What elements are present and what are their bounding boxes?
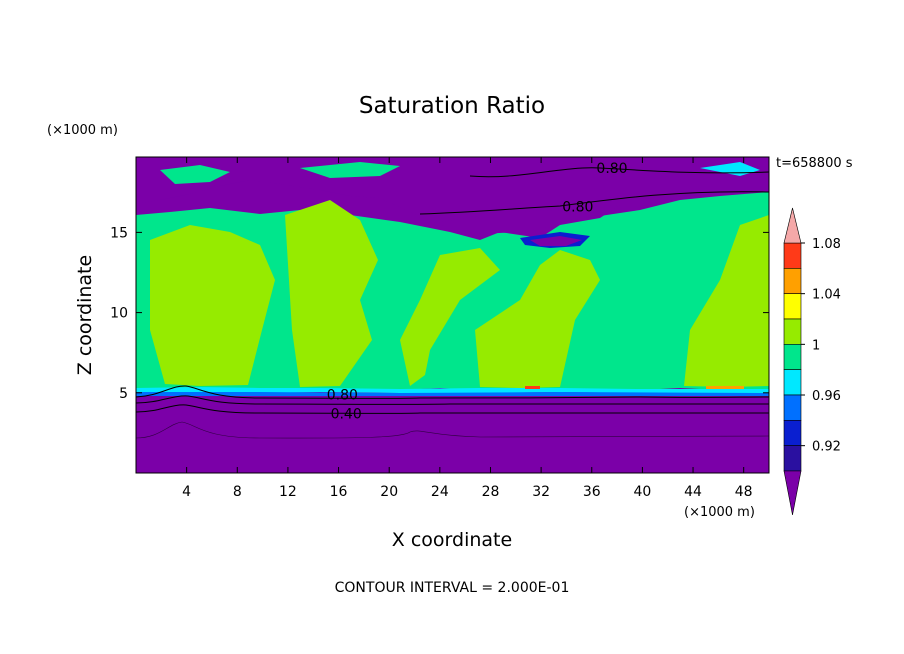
moist-patch-2	[300, 162, 400, 178]
contour-line-0-60	[136, 395, 769, 405]
contour-interval-footer: CONTOUR INTERVAL = 2.000E-01	[335, 580, 570, 596]
supersat-region-3	[400, 248, 500, 386]
y-tick-label: 5	[119, 386, 128, 402]
contour-plot: 0.80 0.80 0.80 0.40	[136, 157, 769, 473]
supersat-region-4	[475, 250, 600, 388]
supersat-region-1	[150, 225, 275, 386]
colorbar-tick-label: 1	[812, 338, 820, 353]
x-axis: 4 8 12 16 20 24 28 32 36 40 44 48	[182, 157, 753, 500]
colorbar-tick-label: 1.04	[812, 288, 841, 303]
x-tick-label: 28	[482, 484, 500, 500]
colorbar-extend-max	[783, 207, 802, 244]
colorbar-band	[783, 344, 802, 370]
x-tick-label: 40	[633, 484, 651, 500]
time-label: t=658800 s	[776, 156, 853, 171]
contour-line-0-20	[136, 421, 769, 439]
y-axis: 5 10 15	[110, 225, 769, 402]
colorbar-band	[783, 394, 802, 421]
x-tick-label: 16	[330, 484, 348, 500]
colorbar-extend-min	[783, 470, 802, 516]
y-unit-label: (×1000 m)	[47, 123, 118, 138]
contour-labels: 0.80 0.80 0.80 0.40	[327, 161, 628, 422]
y-tick-label: 15	[110, 225, 128, 241]
colorbar: 0.92 0.96 1 1.04 1.08	[783, 207, 841, 516]
upper-dry-layer-1	[136, 157, 769, 230]
contour-label: 0.80	[562, 200, 593, 216]
x-tick-label: 48	[735, 484, 753, 500]
band-blue	[136, 392, 769, 396]
contour-label: 0.80	[327, 387, 358, 403]
x-tick-label: 4	[182, 484, 191, 500]
warm-spot-1	[525, 386, 540, 389]
x-axis-label: X coordinate	[392, 529, 512, 551]
contour-line-0-80-lower	[136, 385, 769, 399]
colorbar-band	[783, 293, 802, 320]
contour-line-0-80-upper	[469, 167, 769, 178]
x-tick-label: 44	[684, 484, 702, 500]
x-tick-label: 36	[583, 484, 601, 500]
x-tick-label: 12	[279, 484, 297, 500]
contour-label: 0.40	[331, 407, 362, 423]
moist-patch-1	[160, 165, 230, 184]
supersat-region-5	[684, 215, 769, 387]
colorbar-band	[783, 318, 802, 345]
colorbar-band	[783, 445, 802, 472]
y-tick-label: 10	[110, 306, 128, 322]
warm-spot-2	[706, 386, 744, 389]
colorbar-tick-label: 0.92	[812, 440, 841, 455]
chart-title: Saturation Ratio	[359, 93, 545, 119]
colorbar-band	[783, 242, 802, 269]
band-teal	[136, 387, 769, 393]
colorbar-band	[783, 420, 802, 446]
colorbar-band	[783, 268, 802, 294]
colorbar-tick-label: 0.96	[812, 389, 841, 404]
contour-label: 0.80	[596, 161, 627, 177]
x-tick-label: 8	[233, 484, 242, 500]
x-tick-label: 24	[431, 484, 449, 500]
colorbar-band	[783, 369, 802, 396]
plot-frame	[135, 156, 770, 474]
supersat-region-2	[285, 200, 378, 387]
upper-dry-layer-2	[440, 205, 620, 234]
x-tick-label: 32	[532, 484, 550, 500]
x-unit-label: (×1000 m)	[684, 505, 755, 520]
y-axis-label: Z coordinate	[74, 255, 96, 375]
x-tick-label: 20	[380, 484, 398, 500]
dry-patch-purple	[530, 236, 582, 246]
colorbar-tick-label: 1.08	[812, 237, 841, 252]
contour-line-0-80-mid	[419, 191, 769, 215]
